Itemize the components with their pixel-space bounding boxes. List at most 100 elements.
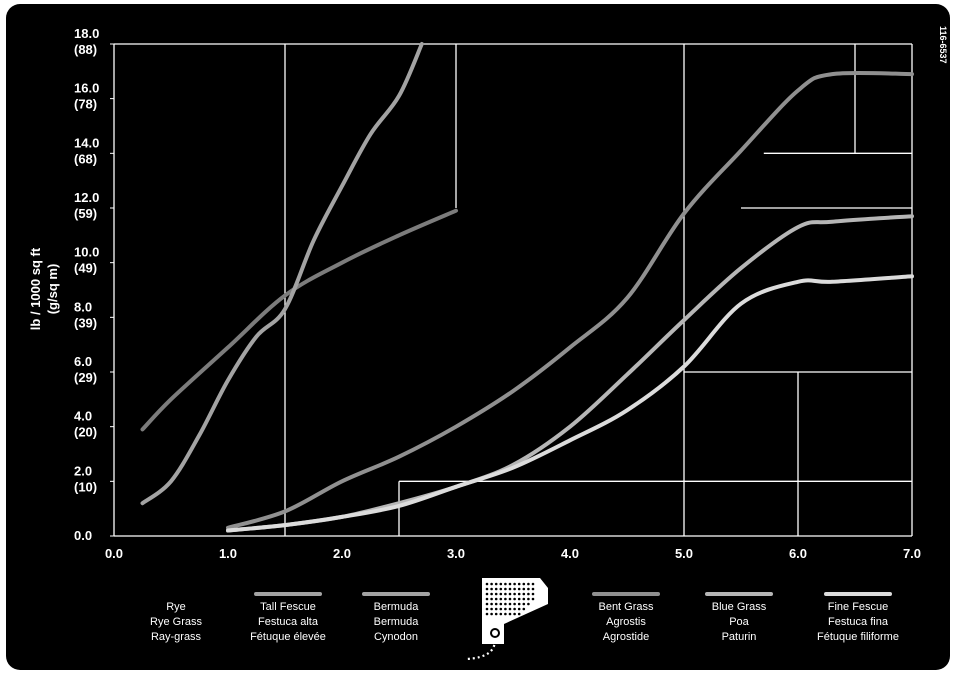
y-tick-label: 18.0 bbox=[74, 26, 99, 41]
data-point-fine-fescue bbox=[397, 504, 401, 508]
x-tick-label: 3.0 bbox=[447, 546, 465, 561]
data-point-bent-grass bbox=[625, 296, 629, 300]
data-point-rye bbox=[397, 233, 401, 237]
data-point-tall-fescue bbox=[397, 94, 401, 98]
series-lines bbox=[140, 42, 914, 533]
legend-label: Fine Fescue bbox=[828, 601, 889, 613]
y-tick-label-metric: (68) bbox=[74, 151, 97, 166]
legend-label: Festuca alta bbox=[258, 616, 319, 628]
tick-labels: 0.02.0(10)4.0(20)6.0(29)8.0(39)10.0(49)1… bbox=[74, 26, 921, 561]
spreader-hopper-icon bbox=[465, 578, 548, 661]
legend-item: Rye Rye Grass Ray-grass bbox=[150, 601, 202, 643]
y-tick-label: 6.0 bbox=[74, 354, 92, 369]
legend-item: Bent Grass Agrostis Agrostide bbox=[592, 592, 660, 643]
legend-label: Poa bbox=[729, 616, 749, 628]
data-point-fine-fescue bbox=[739, 302, 743, 306]
legend-label: Bent Grass bbox=[598, 601, 654, 613]
data-point-fine-fescue bbox=[454, 485, 458, 489]
data-point-fine-fescue bbox=[226, 528, 230, 533]
data-point-tall-fescue bbox=[311, 239, 316, 243]
data-point-bent-grass bbox=[568, 345, 572, 349]
data-point-blue-grass bbox=[910, 214, 914, 218]
x-tick-label: 1.0 bbox=[219, 546, 237, 561]
data-point-tall-fescue bbox=[283, 307, 287, 311]
data-point-rye bbox=[340, 261, 344, 265]
axes bbox=[113, 43, 913, 537]
data-point-fine-fescue bbox=[796, 280, 800, 284]
series-line-tall-fescue bbox=[140, 42, 424, 506]
chart-card: 0.0 2.0 (10) 4.0 (20) 6.0 (29) 8.0 (39) 10.0 (49) 1… bbox=[6, 4, 950, 670]
data-point-tall-fescue bbox=[368, 132, 373, 136]
data-point-bent-grass bbox=[283, 509, 287, 513]
data-point-fine-fescue bbox=[340, 515, 344, 519]
x-tick-label: 2.0 bbox=[333, 546, 351, 561]
legend-label: Ray-grass bbox=[151, 631, 202, 643]
x-tick-label: 6.0 bbox=[789, 546, 807, 561]
legend-item: Tall Fescue Festuca alta Fétuque élevée bbox=[250, 592, 326, 643]
series-line-blue-grass bbox=[226, 214, 914, 533]
y-tick-label: 10.0 bbox=[74, 245, 99, 260]
y-tick-label-metric: (20) bbox=[74, 425, 97, 440]
data-point-blue-grass bbox=[739, 266, 743, 270]
data-point-rye bbox=[226, 345, 230, 349]
data-point-bent-grass bbox=[682, 211, 686, 216]
data-point-bent-grass bbox=[397, 455, 401, 459]
legend-label: Rye bbox=[166, 601, 186, 613]
legend-label: Agrostide bbox=[603, 631, 649, 643]
data-point-fine-fescue bbox=[283, 523, 287, 527]
data-point-bent-grass bbox=[796, 88, 800, 93]
series-line-fine-fescue bbox=[226, 274, 914, 533]
y-tick-label: 4.0 bbox=[74, 409, 92, 424]
data-point-bent-grass bbox=[454, 425, 458, 429]
legend-item: Bermuda Bermuda Cynodon bbox=[362, 592, 430, 643]
y-tick-label: 0.0 bbox=[74, 528, 92, 543]
y-tick-label-metric: (88) bbox=[74, 42, 97, 57]
data-point-rye bbox=[140, 427, 145, 431]
legend-label: Bermuda bbox=[374, 616, 420, 628]
y-tick-label-metric: (39) bbox=[74, 315, 97, 330]
legend-label: Tall Fescue bbox=[260, 601, 316, 613]
y-axis-label-metric: (g/sq m) bbox=[45, 264, 60, 315]
y-tick-label: 8.0 bbox=[74, 299, 92, 314]
data-point-blue-grass bbox=[625, 373, 629, 377]
data-point-bent-grass bbox=[511, 389, 515, 393]
legend-label: Cynodon bbox=[374, 631, 418, 643]
data-point-fine-fescue bbox=[511, 466, 515, 470]
legend-label: Fétuque élevée bbox=[250, 631, 326, 643]
y-tick-label-metric: (78) bbox=[74, 97, 97, 112]
data-point-fine-fescue bbox=[625, 408, 629, 412]
data-point-fine-fescue bbox=[910, 274, 914, 278]
legend: Rye Rye Grass Ray-grass Tall Fescue Festuca … bbox=[150, 578, 899, 661]
legend-label: Fétuque filiforme bbox=[817, 631, 899, 643]
data-point-bent-grass bbox=[830, 72, 834, 76]
x-tick-label: 4.0 bbox=[561, 546, 579, 561]
data-point-tall-fescue bbox=[226, 378, 230, 382]
legend-label: Agrostis bbox=[606, 616, 646, 628]
legend-label: Bermuda bbox=[374, 601, 420, 613]
y-tick-label: 12.0 bbox=[74, 190, 99, 205]
legend-label: Paturin bbox=[722, 631, 757, 643]
data-point-blue-grass bbox=[568, 425, 572, 429]
y-tick-label-metric: (29) bbox=[74, 370, 97, 385]
y-tick-label-metric: (59) bbox=[74, 206, 97, 221]
data-point-fine-fescue bbox=[568, 438, 572, 442]
y-tick-label: 2.0 bbox=[74, 463, 92, 478]
y-tick-label: 14.0 bbox=[74, 135, 99, 150]
data-point-rye bbox=[283, 293, 287, 298]
data-point-rye bbox=[454, 209, 458, 213]
figure-reference: 116-6537 bbox=[938, 26, 948, 64]
legend-label: Rye Grass bbox=[150, 616, 202, 628]
data-point-tall-fescue bbox=[140, 501, 145, 505]
data-point-blue-grass bbox=[830, 220, 834, 224]
legend-item: Fine Fescue Festuca fina Fétuque filiforme bbox=[817, 592, 899, 643]
data-point-tall-fescue bbox=[340, 184, 344, 188]
data-point-rye bbox=[169, 397, 173, 401]
legend-label: Festuca fina bbox=[828, 616, 889, 628]
data-point-bent-grass bbox=[340, 479, 344, 483]
y-axis-label: lb / 1000 sq ft bbox=[28, 247, 43, 330]
grid-lines bbox=[284, 44, 912, 536]
y-tick-label-metric: (49) bbox=[74, 261, 97, 276]
data-point-tall-fescue bbox=[197, 433, 202, 437]
x-tick-label: 7.0 bbox=[903, 546, 921, 561]
y-tick-label: 16.0 bbox=[74, 81, 99, 96]
